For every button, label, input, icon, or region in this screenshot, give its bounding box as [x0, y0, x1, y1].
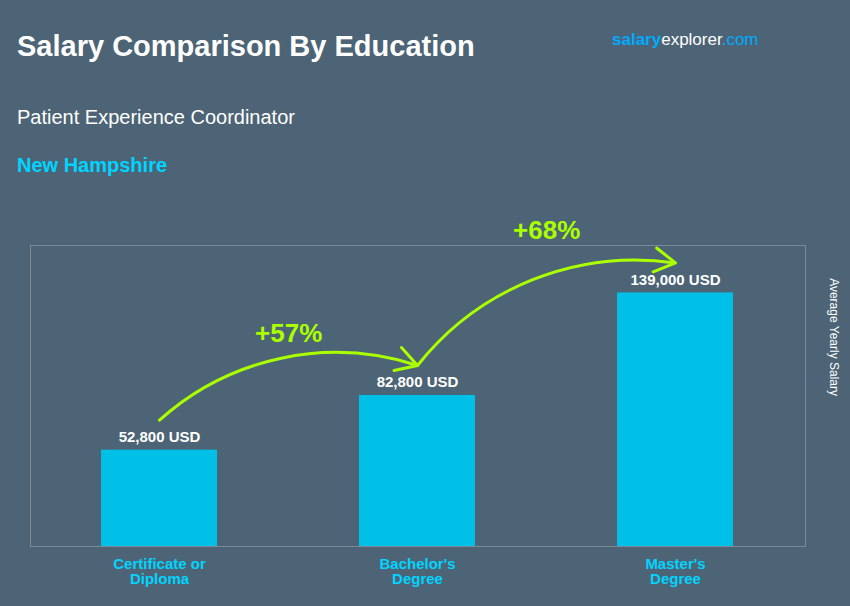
html-text:salary explorer.com: salary explorer.com [612, 30, 759, 49]
svg-text:+57%: +57% [255, 318, 322, 348]
svg-text:Bachelor'sDegree: Bachelor'sDegree [379, 555, 455, 587]
html-text:Patient Experience Coordinator: Patient Experience Coordinator [17, 106, 295, 128]
svg-text:Certificate orDiploma: Certificate orDiploma [113, 555, 206, 587]
svg-text:Master'sDegree: Master'sDegree [645, 555, 705, 587]
svg-text:82,800 USD: 82,800 USD [377, 373, 459, 390]
html-text:New Hampshire: New Hampshire [17, 154, 168, 176]
svg-text:+68%: +68% [513, 215, 580, 245]
svg-text:Average Yearly Salary: Average Yearly Salary [827, 278, 841, 396]
html-text:Salary Comparison By Education: Salary Comparison By Education [17, 30, 475, 62]
svg-text:52,800 USD: 52,800 USD [119, 428, 201, 445]
svg-text:139,000 USD: 139,000 USD [630, 271, 720, 288]
